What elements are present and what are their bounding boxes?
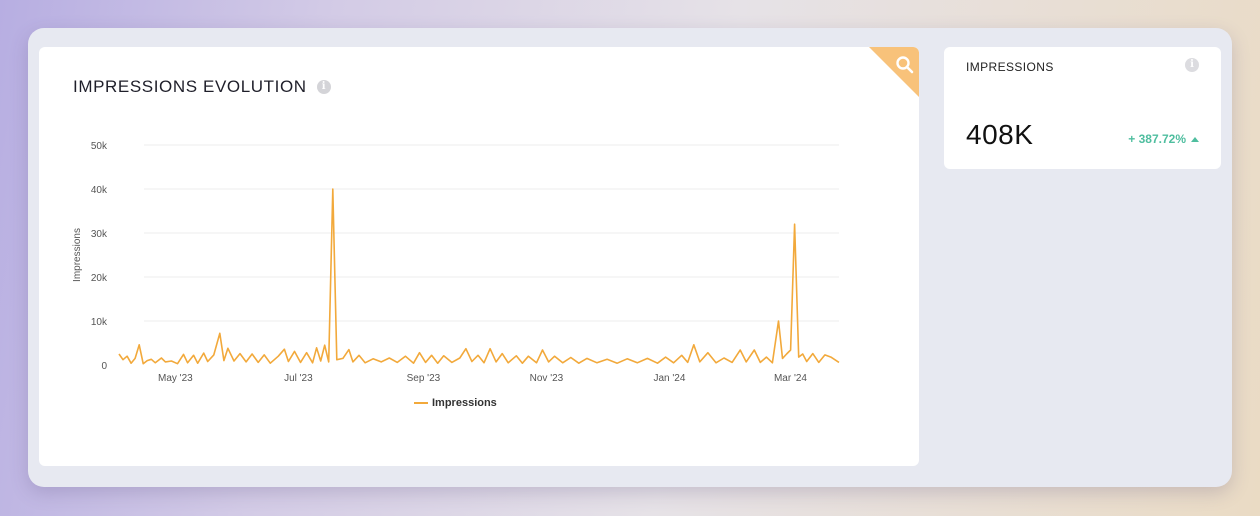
y-tick-label: 20k: [91, 273, 108, 284]
x-tick-label: Nov '23: [530, 373, 564, 384]
triangle-up-icon: [1191, 136, 1199, 142]
y-tick-label: 0: [101, 361, 107, 372]
y-tick-label: 30k: [91, 229, 108, 240]
legend-swatch: [414, 402, 428, 404]
kpi-value: 408K: [966, 119, 1034, 150]
kpi-change-text: + 387.72%: [1128, 132, 1186, 146]
x-tick-label: May '23: [158, 373, 193, 384]
y-tick-label: 10k: [91, 317, 108, 328]
legend-label: Impressions: [432, 397, 497, 409]
chart-header: IMPRESSIONS EVOLUTION i: [73, 77, 331, 97]
impressions-line: [118, 188, 840, 365]
x-tick-label: Mar '24: [774, 373, 807, 384]
dashboard-panel: IMPRESSIONS EVOLUTION i 0 10k 20k 30k 40k 50k…: [28, 28, 1232, 487]
impressions-evolution-card: IMPRESSIONS EVOLUTION i 0 10k 20k 30k 40k 50k…: [39, 47, 919, 466]
search-icon[interactable]: [895, 55, 915, 75]
y-tick-label: 40k: [91, 185, 108, 196]
impressions-chart: 0 10k 20k 30k 40k 50k Impressions May '23 Jul '2…: [72, 141, 840, 384]
kpi-change: + 387.72%: [1128, 132, 1199, 146]
y-axis-title: Impressions: [72, 228, 83, 282]
chart-title: IMPRESSIONS EVOLUTION: [73, 77, 307, 96]
chart-legend[interactable]: Impressions: [414, 397, 497, 409]
info-icon[interactable]: i: [1185, 58, 1199, 72]
impressions-kpi-card: IMPRESSIONS i 408K + 387.72%: [944, 47, 1221, 169]
x-tick-label: Sep '23: [407, 373, 441, 384]
info-icon[interactable]: i: [316, 80, 331, 94]
y-tick-label: 50k: [91, 141, 108, 152]
kpi-title: IMPRESSIONS: [966, 60, 1054, 74]
x-tick-label: Jul '23: [284, 373, 313, 384]
x-tick-label: Jan '24: [654, 373, 686, 384]
